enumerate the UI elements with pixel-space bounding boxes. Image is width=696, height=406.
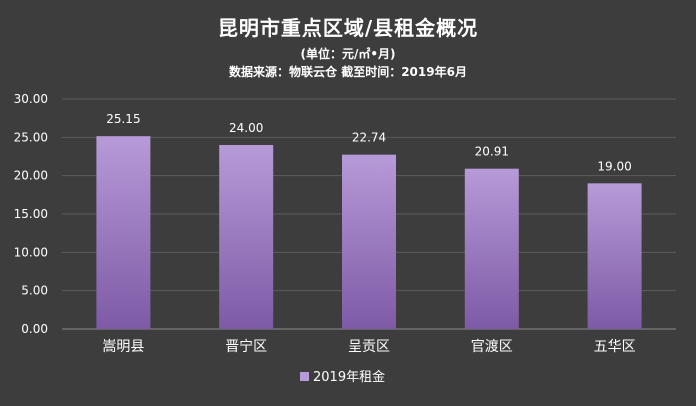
- x-tick-label: 官渡区: [471, 339, 513, 355]
- y-tick-label: 25.00: [14, 130, 48, 144]
- y-tick-label: 5.00: [21, 284, 48, 298]
- data-label: 24.00: [229, 121, 263, 135]
- bar: [587, 183, 642, 329]
- data-label: 25.15: [106, 112, 140, 126]
- y-tick-label: 15.00: [14, 207, 48, 221]
- x-tick-label: 五华区: [594, 339, 636, 355]
- legend-swatch: [300, 372, 309, 381]
- bar: [219, 145, 274, 329]
- y-tick-label: 30.00: [14, 92, 48, 106]
- x-tick-label: 嵩明县: [102, 339, 144, 355]
- y-tick-label: 10.00: [14, 245, 48, 259]
- chart-source: 数据来源：物联云仓 截至时间：2019年6月: [229, 65, 467, 79]
- data-label: 20.91: [475, 145, 509, 159]
- data-label: 22.74: [352, 131, 386, 145]
- chart-title: 昆明市重点区域/县租金概况: [217, 16, 479, 40]
- y-tick-label: 20.00: [14, 169, 48, 183]
- y-tick-label: 0.00: [21, 322, 48, 336]
- bar: [464, 168, 519, 329]
- x-tick-label: 呈贡区: [348, 339, 390, 355]
- legend-entry: 2019年租金: [313, 369, 385, 385]
- chart-subtitle: (单位：元/㎡•月): [300, 47, 396, 61]
- bar: [342, 154, 396, 329]
- x-tick-label: 晋宁区: [225, 338, 267, 355]
- data-label: 19.00: [597, 159, 631, 173]
- bar: [96, 136, 151, 329]
